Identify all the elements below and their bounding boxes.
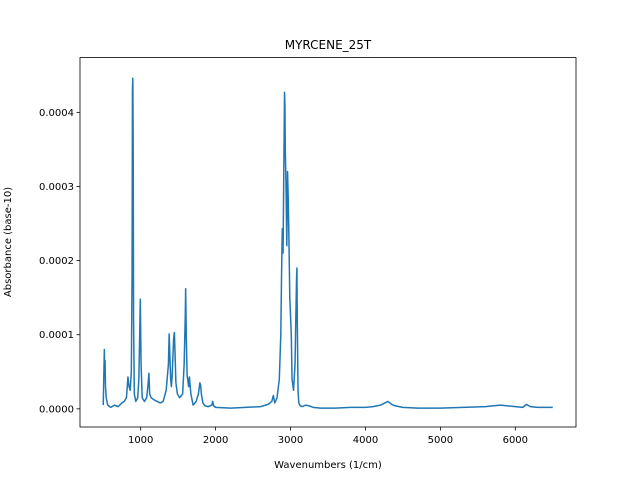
chart-title: MYRCENE_25T (285, 38, 372, 52)
x-tick-label: 4000 (353, 435, 378, 446)
y-tick-label: 0.0003 (39, 182, 74, 193)
y-tick-label: 0.0001 (39, 330, 74, 341)
plot-area (102, 77, 553, 409)
x-tick-label: 5000 (428, 435, 453, 446)
x-axis-label: Wavenumbers (1/cm) (274, 460, 382, 471)
y-tick-label: 0.0004 (39, 108, 74, 119)
plot-frame (79, 57, 577, 428)
y-tick-label: 0.0002 (39, 256, 74, 267)
y-tick-label: 0.0000 (39, 404, 74, 415)
x-axis: 1000 2000 3000 4000 5000 6000 (128, 427, 528, 446)
x-tick-label: 3000 (278, 435, 303, 446)
x-tick-label: 2000 (203, 435, 228, 446)
series-line-0 (102, 77, 553, 409)
y-axis-label: Absorbance (base-10) (3, 187, 14, 297)
y-axis: 0.0000 0.0001 0.0002 0.0003 0.0004 (39, 108, 80, 415)
x-tick-label: 1000 (128, 435, 153, 446)
x-tick-label: 6000 (503, 435, 528, 446)
